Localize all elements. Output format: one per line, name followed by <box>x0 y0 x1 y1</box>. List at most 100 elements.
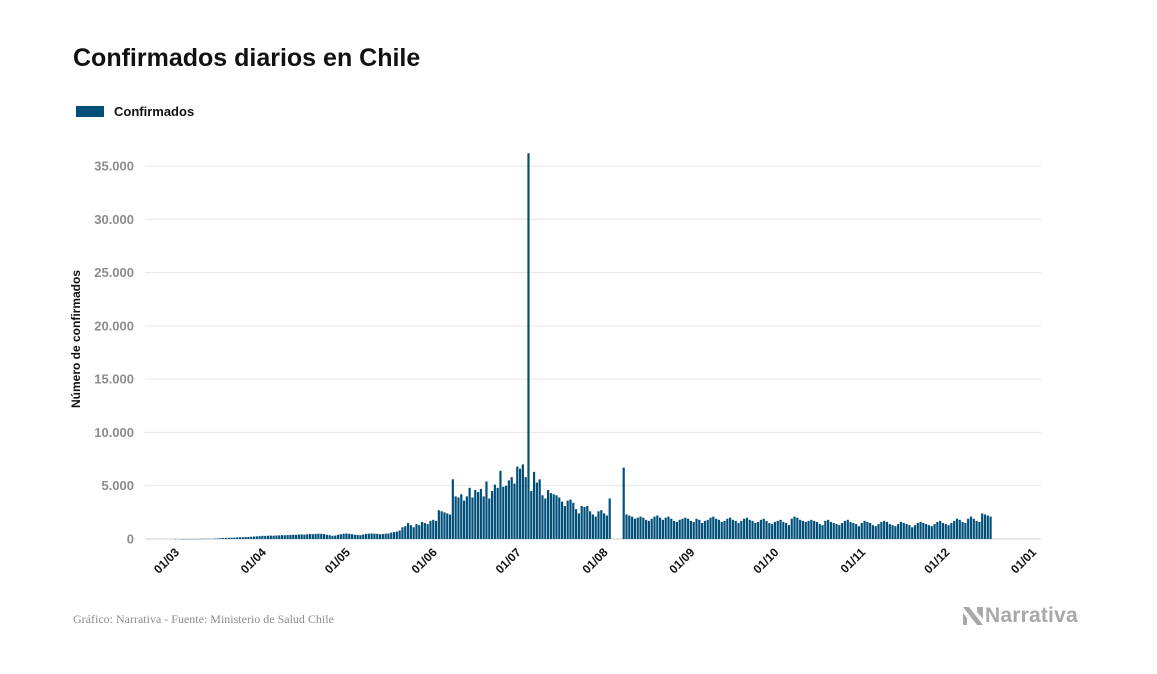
x-tick-label: 01/07 <box>493 545 524 576</box>
bar <box>583 507 586 539</box>
bar <box>941 523 945 539</box>
bar <box>269 535 272 539</box>
bar <box>356 534 359 539</box>
bar <box>866 521 869 539</box>
x-tick-label: 01/05 <box>322 545 353 576</box>
bar <box>507 480 510 539</box>
bar <box>955 518 959 539</box>
bar <box>418 525 421 539</box>
bar <box>843 520 847 539</box>
bar <box>673 520 676 539</box>
bar <box>642 517 645 539</box>
bar <box>726 518 729 539</box>
bar <box>216 538 219 539</box>
bar <box>860 523 863 539</box>
bar <box>762 518 765 539</box>
bar <box>510 477 513 539</box>
bar <box>303 534 306 539</box>
bar <box>807 520 810 539</box>
bar <box>594 516 597 539</box>
bar <box>479 488 482 539</box>
bar <box>661 519 664 539</box>
bar <box>241 537 244 539</box>
bar <box>639 516 642 539</box>
bar <box>793 516 796 539</box>
bar <box>308 534 312 539</box>
bar <box>975 520 978 539</box>
bar <box>261 535 264 539</box>
bar <box>827 519 830 539</box>
bar <box>468 487 471 539</box>
bar <box>698 519 701 539</box>
x-axis: 01/03 01/04 01/05 01/06 01/07 01/08 01/09 01/10… <box>151 545 1039 576</box>
bar <box>748 519 751 539</box>
bar <box>675 521 679 539</box>
bar <box>294 534 298 539</box>
bar <box>863 520 866 539</box>
source-note: Gráfico: Narrativa - Fuente: Ministerio … <box>73 612 334 626</box>
bar <box>944 524 947 539</box>
bar <box>799 519 802 539</box>
bar <box>530 491 533 539</box>
bar <box>513 483 516 539</box>
y-tick-label: 0 <box>127 532 134 547</box>
bar <box>773 521 777 539</box>
bar <box>555 495 558 539</box>
bar <box>813 520 816 539</box>
bar <box>575 509 578 539</box>
bar <box>877 524 880 539</box>
bar <box>266 535 270 539</box>
bar <box>429 520 432 539</box>
bar <box>454 496 457 539</box>
bar <box>603 513 606 539</box>
bar <box>283 535 286 539</box>
x-tick-label: 01/06 <box>409 545 440 576</box>
bar <box>922 523 925 539</box>
bar <box>636 517 639 539</box>
bar <box>953 520 956 539</box>
bar <box>415 524 418 539</box>
bar <box>398 530 401 539</box>
bar <box>684 517 687 539</box>
bar <box>678 519 681 539</box>
bar <box>835 524 838 539</box>
y-tick-label: 5.000 <box>101 478 134 493</box>
bar <box>880 521 883 539</box>
bar <box>448 514 452 539</box>
bar <box>577 513 580 539</box>
bar <box>740 520 743 539</box>
bar <box>376 533 379 539</box>
bar <box>538 479 541 539</box>
y-tick-label: 15.000 <box>94 372 134 387</box>
bar <box>757 521 760 539</box>
bar <box>244 536 247 539</box>
bar <box>751 520 754 539</box>
bar <box>754 523 757 539</box>
bar <box>490 491 494 539</box>
bar <box>869 523 872 539</box>
bar <box>252 536 256 539</box>
bar <box>280 535 284 539</box>
x-tick-label: 01/04 <box>238 545 269 576</box>
bar <box>950 523 953 539</box>
bar <box>894 526 897 539</box>
bar <box>306 534 309 539</box>
x-tick-label: 01/09 <box>666 545 697 576</box>
bar <box>544 498 547 539</box>
bar <box>913 525 917 539</box>
bar <box>569 499 572 539</box>
bar <box>969 516 973 539</box>
bar <box>222 537 225 539</box>
bar <box>457 497 460 539</box>
bar <box>936 521 939 539</box>
bar <box>986 515 989 539</box>
bar <box>532 471 536 539</box>
bar <box>364 533 368 539</box>
x-tick-label: 01/01 <box>1008 545 1039 576</box>
bar <box>521 464 524 539</box>
bar <box>420 521 424 539</box>
bar <box>367 533 370 539</box>
bar <box>423 523 426 539</box>
bar <box>516 466 519 539</box>
bar <box>981 513 984 539</box>
